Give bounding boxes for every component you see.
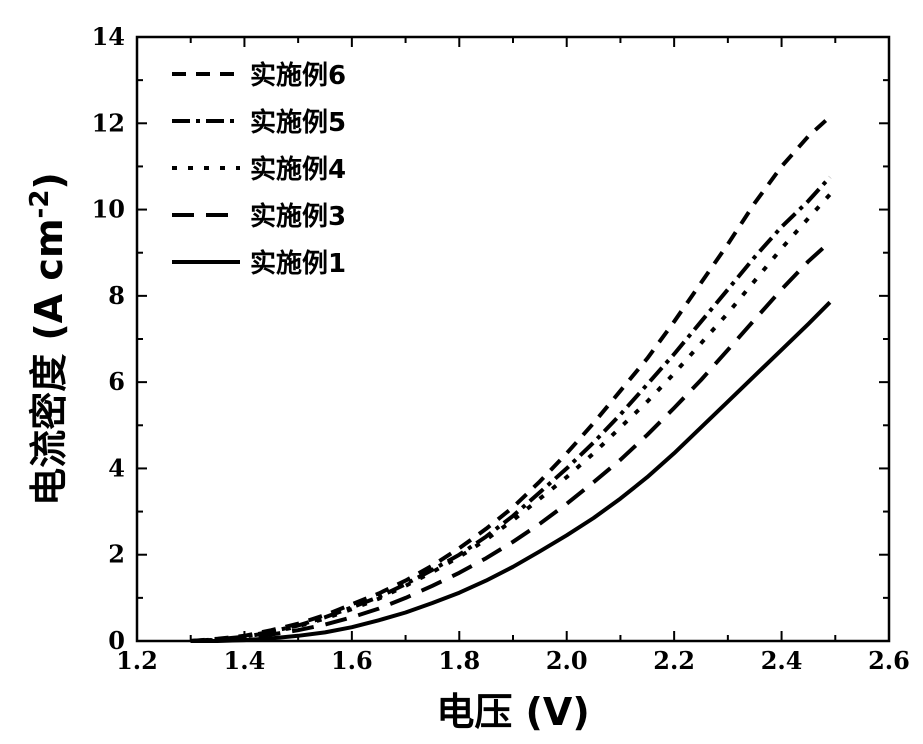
series-line-5 — [191, 302, 830, 641]
y-tick-label: 10 — [92, 195, 125, 224]
legend-label: 实施例1 — [250, 248, 346, 279]
x-tick-label: 1.8 — [438, 646, 480, 675]
series-line-1 — [191, 117, 830, 641]
x-tick-label: 2.2 — [653, 646, 695, 675]
y-tick-label: 4 — [108, 453, 125, 482]
legend-label: 实施例3 — [250, 201, 346, 232]
x-tick-label: 2.6 — [868, 646, 910, 675]
legend-label: 实施例6 — [250, 60, 346, 91]
series-line-2 — [191, 177, 830, 641]
y-tick-label: 0 — [108, 626, 125, 655]
legend: 实施例6 实施例5 实施例4 实施例3 实施例1 — [172, 60, 346, 279]
y-axis-title-superscript: -2 — [25, 190, 55, 219]
y-tick-label: 14 — [92, 22, 125, 51]
series-lines — [191, 117, 830, 641]
x-axis-title: 电压 (V) — [436, 690, 589, 734]
x-tick-label: 1.6 — [331, 646, 373, 675]
x-tick-label: 2.4 — [761, 646, 803, 675]
y-axis-title-main: 电流密度 (A cm — [27, 218, 71, 505]
y-tick-label: 12 — [92, 108, 125, 137]
y-tick-label: 6 — [108, 367, 125, 396]
y-tick-label: 2 — [108, 540, 125, 569]
y-axis-title-close: ) — [27, 172, 71, 189]
legend-label: 实施例5 — [250, 107, 346, 138]
legend-label: 实施例4 — [250, 154, 346, 185]
series-line-4 — [191, 242, 830, 641]
y-axis-title: 电流密度 (A cm-2) — [25, 172, 71, 506]
x-tick-label: 2.0 — [546, 646, 588, 675]
y-tick-label: 8 — [108, 281, 125, 310]
x-tick-label: 1.4 — [224, 646, 266, 675]
